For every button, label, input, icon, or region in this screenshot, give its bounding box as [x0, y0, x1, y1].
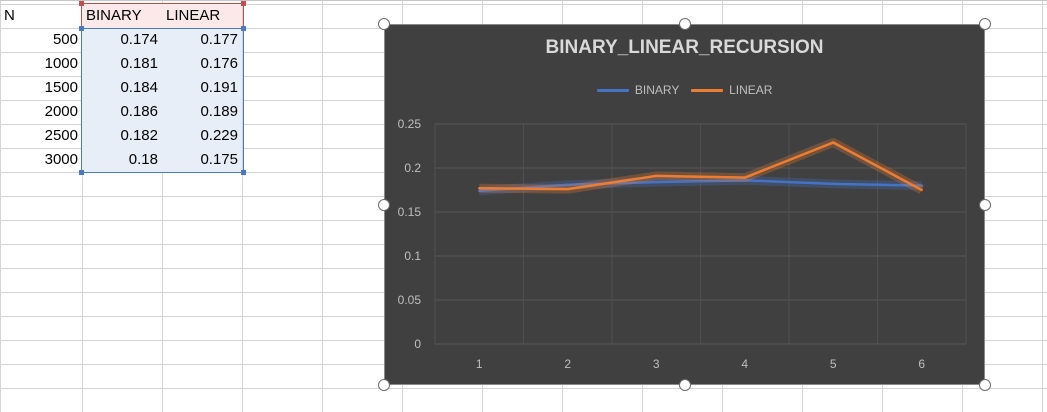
legend-item-binary[interactable]: BINARY [596, 83, 680, 97]
row-gridline [0, 4, 1047, 5]
chart-resize-knob[interactable] [679, 379, 691, 391]
legend-item-linear[interactable]: LINEAR [690, 83, 773, 97]
header-cell[interactable]: LINEAR [166, 7, 221, 24]
x-tick-label: 6 [918, 357, 925, 371]
y-tick-label: 0.1 [404, 249, 421, 263]
table-cell[interactable]: 0.191 [200, 79, 238, 96]
table-cell[interactable]: 0.182 [120, 127, 158, 144]
range-resize-handle[interactable] [79, 170, 84, 175]
column-gridline [0, 0, 1, 412]
data-selection-fill [82, 28, 242, 172]
x-tick-label: 5 [830, 357, 837, 371]
data-point-linear[interactable] [743, 176, 746, 179]
plot-area[interactable]: 0 0.05 0.1 0.15 0.2 0.25 1 2 3 4 5 6 [385, 25, 986, 386]
range-resize-handle[interactable] [79, 1, 84, 6]
header-cell[interactable]: BINARY [86, 7, 142, 24]
chart-resize-knob[interactable] [979, 199, 991, 211]
table-cell[interactable]: 0.229 [200, 127, 238, 144]
range-resize-handle[interactable] [241, 26, 246, 31]
chart-title[interactable]: BINARY_LINEAR_RECURSION [545, 37, 824, 58]
legend-label-binary: BINARY [634, 83, 680, 97]
data-point-binary[interactable] [655, 180, 658, 184]
data-point-binary[interactable] [478, 189, 481, 193]
x-tick-label: 3 [653, 357, 660, 371]
legend-swatch-linear [690, 89, 723, 93]
series-line-linear[interactable] [479, 141, 923, 192]
table-cell[interactable]: 0.175 [200, 151, 238, 168]
table-cell[interactable]: 500 [52, 31, 78, 48]
data-point-linear[interactable] [566, 187, 569, 191]
range-resize-handle[interactable] [79, 26, 84, 31]
y-tick-label: 0.2 [404, 161, 421, 175]
header-cell[interactable]: N [4, 7, 15, 24]
y-tick-label: 0.25 [398, 117, 422, 131]
table-cell[interactable]: 0.189 [200, 103, 238, 120]
header-selection-fill [82, 4, 242, 28]
data-point-binary[interactable] [743, 179, 746, 182]
column-gridline [82, 0, 83, 412]
data-point-linear[interactable] [832, 141, 835, 144]
data-point-linear[interactable] [920, 188, 923, 192]
table-cell[interactable]: 0.176 [200, 55, 238, 72]
table-cell[interactable]: 0.186 [120, 103, 158, 120]
range-resize-handle[interactable] [241, 1, 246, 6]
table-cell[interactable]: 0.177 [200, 31, 238, 48]
y-tick-label: 0.15 [398, 205, 422, 219]
range-resize-handle[interactable] [241, 170, 246, 175]
x-tick-label: 4 [741, 357, 748, 371]
column-gridline [162, 0, 163, 412]
chart-legend[interactable]: BINARY LINEAR [385, 83, 984, 97]
chart-resize-knob[interactable] [979, 379, 991, 391]
table-cell[interactable]: 1000 [44, 55, 78, 72]
legend-swatch-binary [596, 89, 629, 93]
chart-resize-knob[interactable] [378, 18, 390, 30]
y-tick-label: 0.05 [398, 293, 422, 307]
data-point-linear[interactable] [655, 174, 658, 178]
data-point-binary[interactable] [566, 183, 569, 186]
data-point-linear[interactable] [478, 187, 481, 190]
column-gridline [1042, 0, 1043, 412]
table-cell[interactable]: 0.18 [128, 151, 158, 168]
table-cell[interactable]: 1500 [44, 79, 78, 96]
row-gridline [0, 388, 1047, 389]
table-cell[interactable]: 0.181 [120, 55, 158, 72]
table-cell[interactable]: 0.184 [120, 79, 158, 96]
table-cell[interactable]: 2000 [44, 103, 78, 120]
column-gridline [322, 0, 323, 412]
data-point-binary[interactable] [920, 184, 923, 187]
chart-resize-knob[interactable] [378, 379, 390, 391]
chart-resize-knob[interactable] [378, 199, 390, 211]
chart-resize-knob[interactable] [679, 18, 691, 30]
chart-resize-knob[interactable] [979, 18, 991, 30]
x-tick-label: 1 [476, 357, 483, 371]
y-tick-label: 0 [414, 337, 421, 351]
table-cell[interactable]: 0.174 [120, 31, 158, 48]
x-tick-label: 2 [564, 357, 571, 371]
table-cell[interactable]: 3000 [44, 151, 78, 168]
series-line-binary[interactable] [479, 179, 922, 193]
table-cell[interactable]: 2500 [44, 127, 78, 144]
data-point-binary[interactable] [832, 182, 835, 186]
legend-label-linear: LINEAR [729, 83, 773, 97]
row-gridline [0, 0, 1047, 1]
column-gridline [242, 0, 243, 412]
